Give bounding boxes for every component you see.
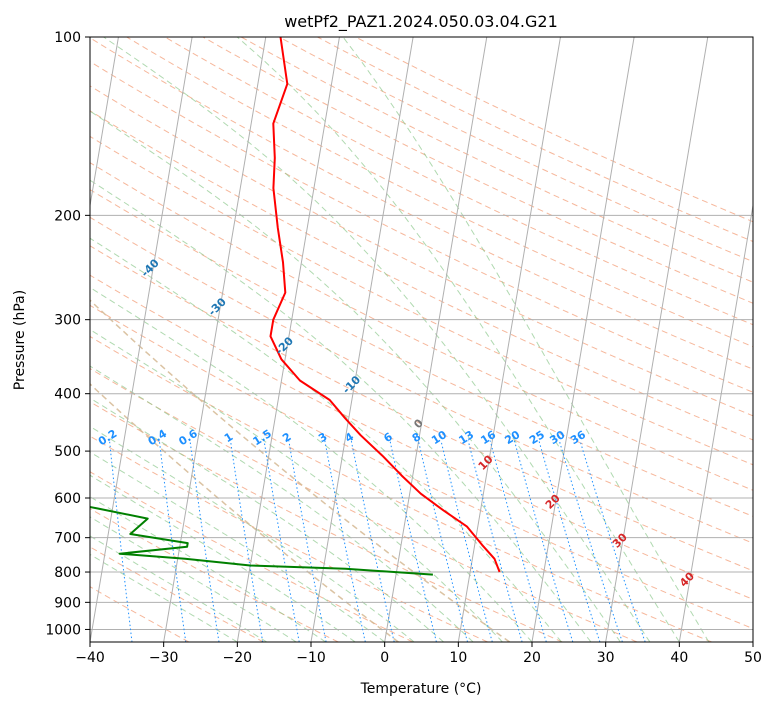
mixing-ratio-line — [350, 440, 395, 642]
isotherm-line — [531, 37, 635, 642]
dry-adiabat-line — [90, 245, 753, 572]
moist-adiabat-line — [90, 553, 238, 642]
isotherm-line — [310, 37, 414, 642]
isotherm-line — [90, 37, 193, 642]
dry-adiabat-line — [90, 508, 339, 642]
dry-adiabat-line — [90, 61, 753, 393]
mixing-ratio-line — [513, 440, 574, 642]
reference-atmosphere-line — [90, 299, 511, 642]
moist-adiabat-line — [90, 329, 503, 642]
moist-adiabat-line — [90, 237, 562, 642]
background-lines — [90, 37, 753, 642]
y-tick-label: 700 — [54, 531, 81, 547]
mixing-ratio-line — [417, 440, 468, 642]
y-tick-label: 400 — [54, 387, 81, 403]
x-axis-label: Temperature (°C) — [360, 681, 482, 697]
isotherm-line — [236, 37, 340, 642]
dry-adiabat-line — [90, 216, 753, 544]
moist-adiabat-line — [90, 425, 415, 642]
mixing-ratio-line — [538, 440, 601, 642]
moist-adiabat-line — [90, 365, 474, 642]
y-tick-label: 900 — [54, 595, 81, 611]
moist-adiabat-line — [236, 37, 680, 642]
x-tick-label: 20 — [523, 650, 541, 666]
mixing-ratio-line — [389, 440, 437, 642]
dry-adiabat-line — [125, 37, 753, 348]
moist-adiabat-line — [90, 451, 385, 642]
x-tick-label: 30 — [597, 650, 615, 666]
isotherm-line — [90, 37, 119, 209]
moist-adiabat-line — [90, 179, 592, 642]
plot-frame — [89, 36, 754, 643]
mixing-ratio-line — [263, 440, 300, 642]
temperature-profile-line — [269, 37, 501, 573]
isotherm-line — [678, 202, 753, 642]
dry-adiabat-line — [90, 546, 264, 642]
moist-adiabat-line — [90, 397, 444, 642]
mixing-ratio-line — [288, 440, 327, 642]
dry-adiabat-line — [90, 162, 753, 491]
data-series — [90, 37, 501, 576]
plot-area — [90, 37, 753, 642]
mixing-ratio-line — [230, 440, 264, 642]
isotherm-line — [605, 37, 709, 642]
mixing-ratio-line — [324, 440, 366, 642]
moist-adiabat-line — [90, 474, 356, 642]
x-tick-label: 40 — [670, 650, 688, 666]
isotherm-line — [457, 37, 561, 642]
x-tick-label: −30 — [149, 650, 179, 666]
x-tick-label: 50 — [744, 650, 762, 666]
y-tick-label: 800 — [54, 565, 81, 581]
dry-adiabat-line — [90, 189, 753, 517]
y-axis-label: Pressure (hPa) — [12, 290, 28, 390]
y-tick-label: 100 — [54, 30, 81, 46]
x-tick-label: −10 — [296, 650, 326, 666]
mixing-ratio-line — [189, 440, 220, 642]
mixing-ratio-line — [109, 440, 133, 642]
x-tick-label: 10 — [449, 650, 467, 666]
x-tick-label: 0 — [380, 650, 389, 666]
y-tick-label: 300 — [54, 313, 81, 329]
moist-adiabat-line — [90, 535, 268, 642]
axes: −40 −30 −20 −10 0 10 20 30 40 50 100 200 300 400 500 60… — [45, 30, 762, 666]
moist-adiabat-line — [103, 37, 651, 642]
dry-adiabat-line — [90, 274, 753, 600]
dry-adiabat-line — [90, 85, 753, 417]
isotherm-line — [384, 37, 488, 642]
dry-adiabat-line — [163, 37, 753, 326]
mixing-ratio-line — [467, 440, 523, 642]
mixing-ratio-line — [440, 440, 493, 642]
mixing-ratio-line — [489, 440, 547, 642]
y-tick-label: 500 — [54, 444, 81, 460]
chart-title: wetPf2_PAZ1.2024.050.03.04.G21 — [284, 12, 558, 32]
dewpoint-profile-line — [90, 505, 433, 576]
dry-adiabat-line — [90, 368, 638, 642]
dry-adiabat-line — [90, 401, 563, 642]
mixing-ratio-line — [158, 440, 187, 642]
moist-adiabat-line — [90, 110, 621, 642]
y-tick-label: 600 — [54, 491, 81, 507]
x-tick-label: −40 — [75, 650, 105, 666]
y-tick-label: 200 — [54, 208, 81, 224]
x-tick-label: −20 — [223, 650, 253, 666]
y-tick-label: 1000 — [45, 622, 81, 638]
dry-adiabat-line — [90, 135, 753, 466]
